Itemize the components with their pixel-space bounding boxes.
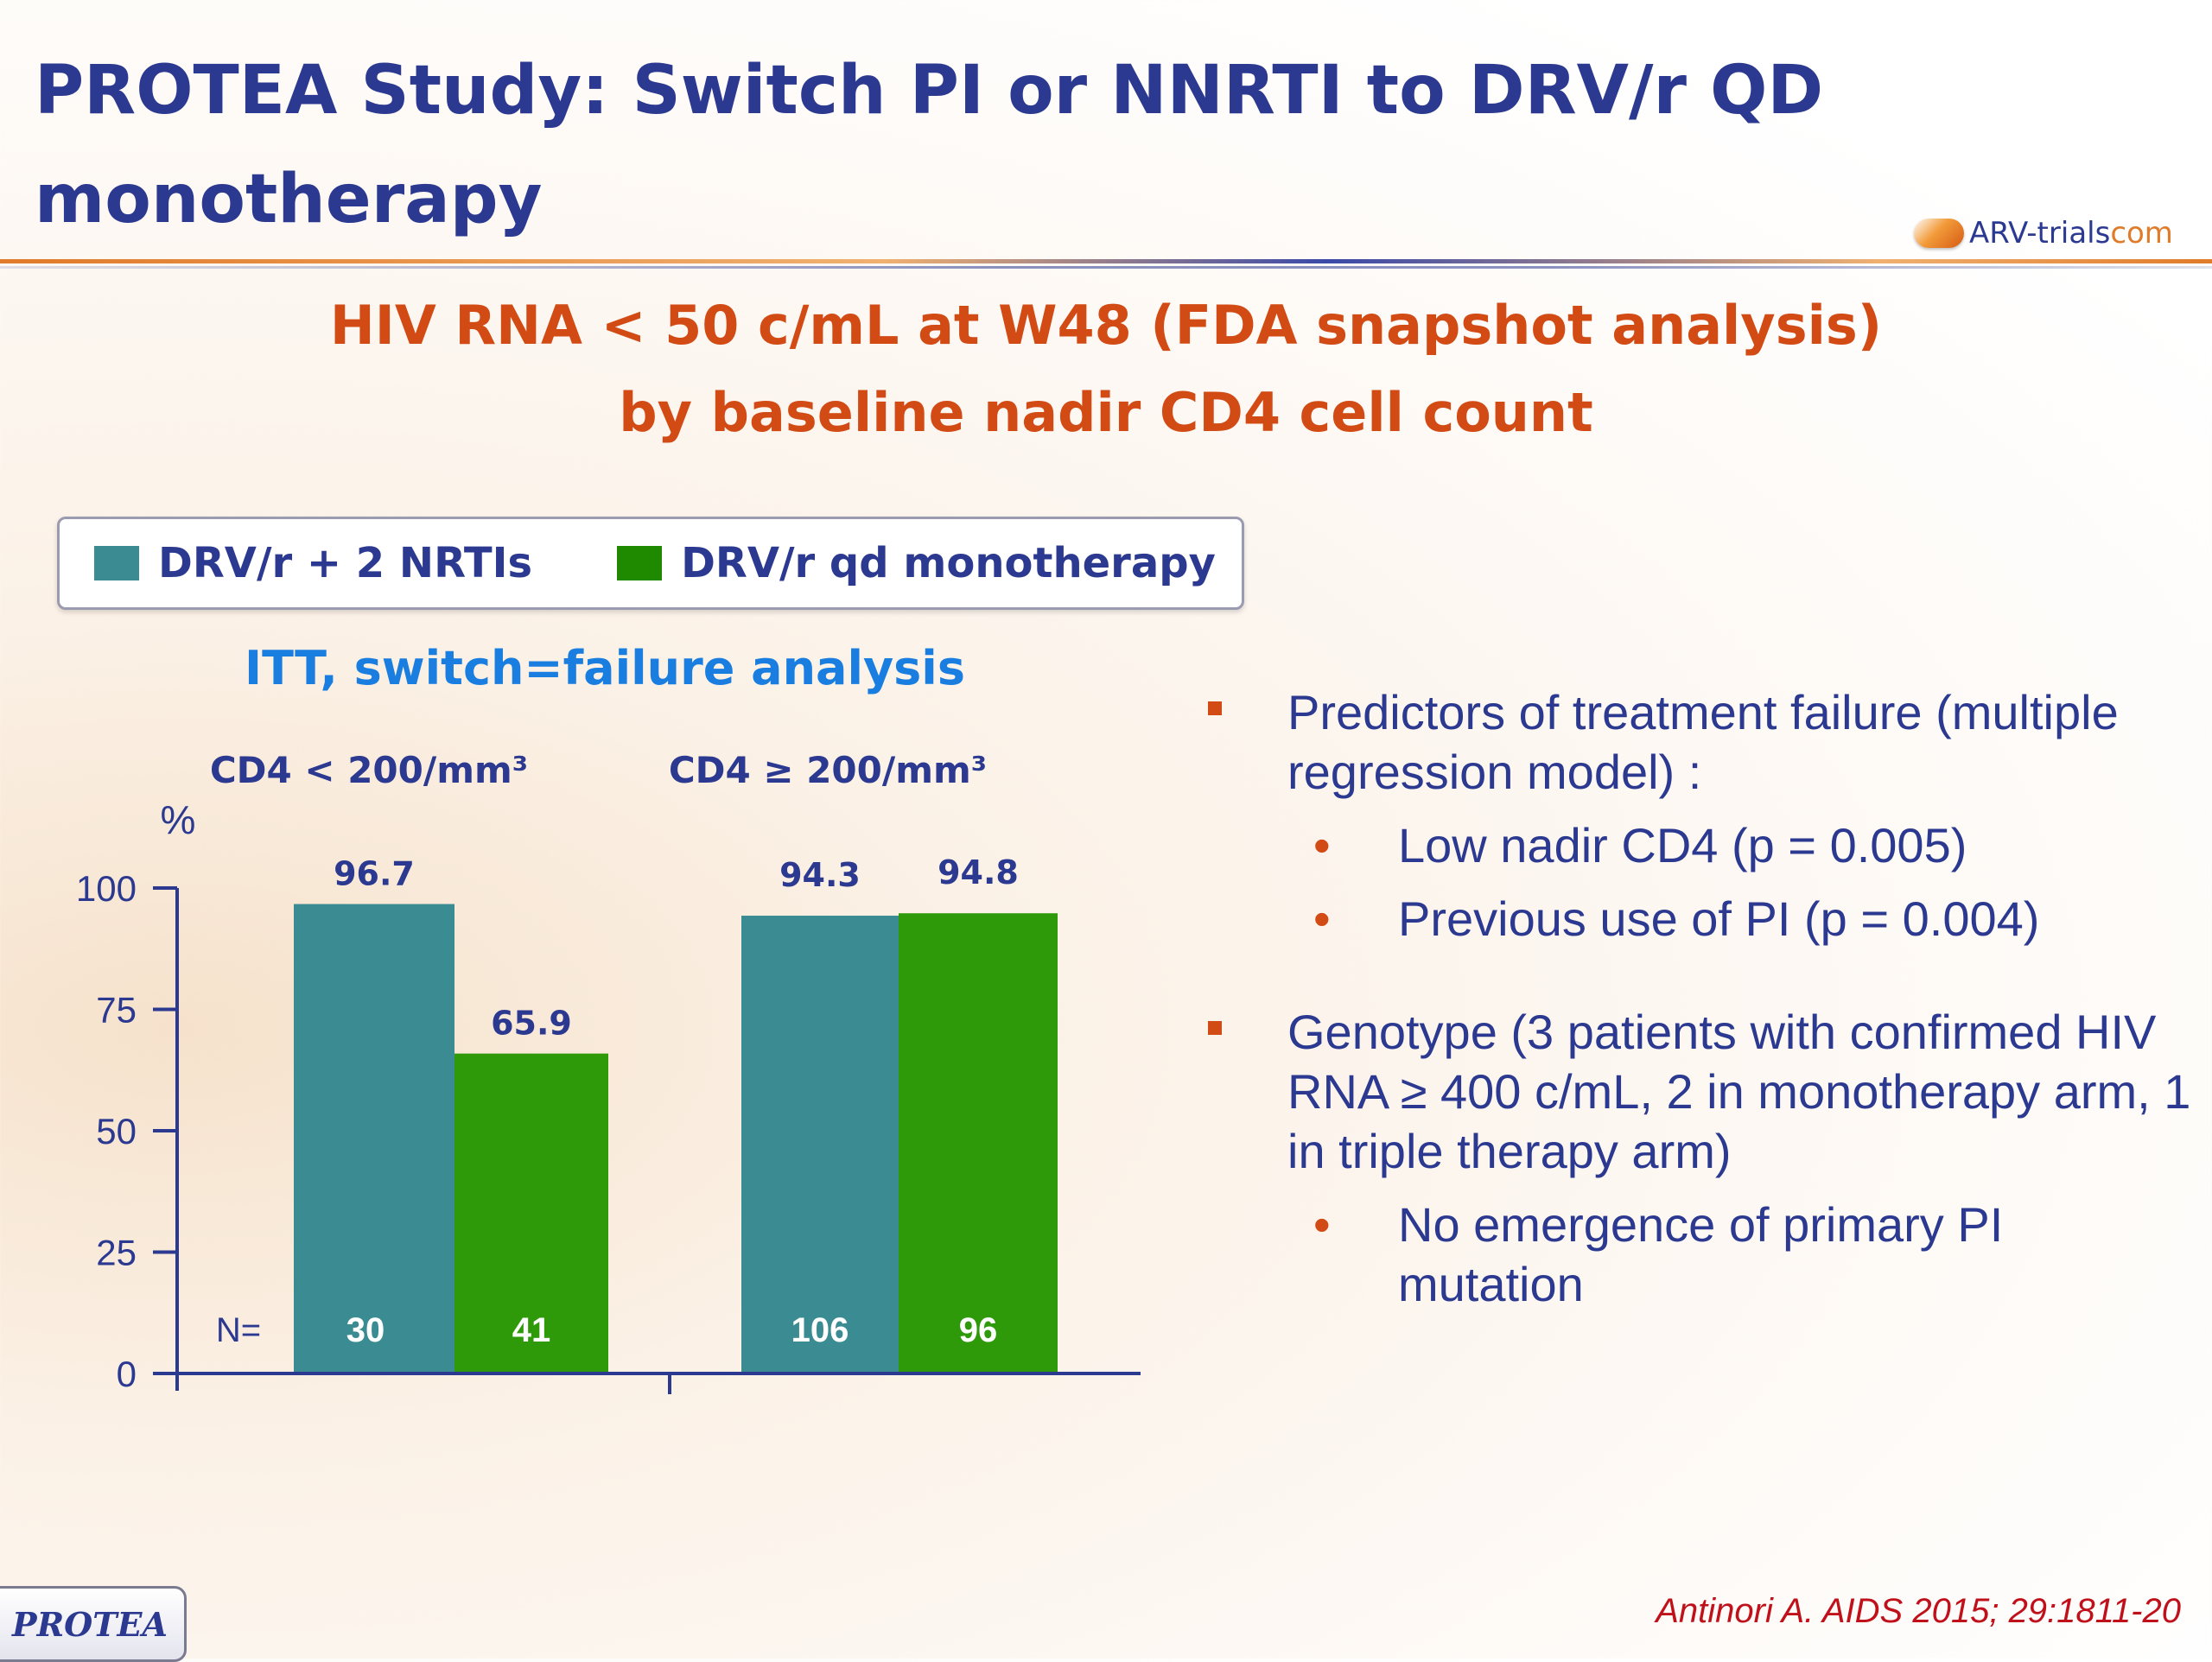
chart-title: ITT, switch=failure analysis: [245, 641, 965, 695]
study-badge: PROTEA: [0, 1586, 187, 1662]
bar-drv-nrtis-group-2: [741, 916, 899, 1373]
subtitle-line-1: HIV RNA < 50 c/mL at W48 (FDA snapshot a…: [329, 294, 1883, 357]
bar-n-label: 106: [791, 1311, 849, 1349]
chart-legend: DRV/r + 2 NRTIs DRV/r qd monotherapy: [57, 517, 1244, 610]
bar-value-label: 96.7: [334, 855, 415, 893]
bullet-square-icon: [1208, 701, 1222, 715]
bar-n-label: 96: [959, 1311, 998, 1349]
sub-bullet-nadir-cd4: • Low nadir CD4 (p = 0.005): [1201, 815, 2195, 875]
bar-n-label: 30: [346, 1311, 385, 1349]
legend-swatch-green: [617, 546, 663, 580]
y-axis-label: %: [161, 797, 196, 842]
citation: Antinori A. AIDS 2015; 29:1811-20: [1656, 1592, 2181, 1630]
sub-bullet-previous-pi: • Previous use of PI (p = 0.004): [1201, 889, 2195, 948]
logo-text: ARV-trialscom: [1969, 216, 2173, 251]
bar-drv-mono-group-1: [454, 1053, 608, 1373]
bullet-square-icon: [1208, 1021, 1222, 1035]
title-divider: [0, 259, 2212, 263]
bullet-predictors: Predictors of treatment failure (multipl…: [1201, 682, 2195, 802]
category-label-cd4-low: CD4 < 200/mm³: [210, 749, 528, 791]
pill-icon: [1914, 219, 1964, 248]
bar-chart: ITT, switch=failure analysis % CD4 < 200…: [76, 641, 1141, 1394]
bar-drv-mono-group-2: [899, 913, 1058, 1373]
arv-trials-logo: ARV-trialscom: [1914, 216, 2173, 251]
bar-value-label: 94.8: [938, 853, 1019, 891]
legend-label-series-1: DRV/r + 2 NRTIs: [158, 539, 533, 587]
legend-item-series-2: DRV/r qd monotherapy: [617, 539, 1216, 587]
y-tick-label: 0: [117, 1354, 137, 1394]
bullet-dot-icon: •: [1313, 1197, 1331, 1252]
bar-value-label: 94.3: [779, 856, 861, 894]
legend-item-series-1: DRV/r + 2 NRTIs: [94, 539, 532, 587]
findings-list: Predictors of treatment failure (multipl…: [1201, 682, 2195, 1314]
y-tick-label: 25: [96, 1233, 137, 1273]
bar-value-label: 65.9: [491, 1005, 572, 1043]
n-label: N=: [216, 1311, 261, 1349]
subtitle-line-2: by baseline nadir CD4 cell count: [619, 381, 1593, 444]
legend-label-series-2: DRV/r qd monotherapy: [681, 539, 1216, 587]
category-label-cd4-high: CD4 ≥ 200/mm³: [669, 749, 987, 791]
bullet-dot-icon: •: [1313, 891, 1331, 946]
bullet-genotype: Genotype (3 patients with confirmed HIV …: [1201, 1002, 2195, 1181]
bar-n-label: 41: [512, 1311, 551, 1349]
y-axis: 0 25 50 75 100: [76, 868, 179, 1394]
y-tick-label: 100: [76, 868, 137, 909]
bar-drv-nrtis-group-1: [294, 904, 454, 1373]
sub-bullet-no-emergence: • No emergence of primary PI mutation: [1201, 1195, 2195, 1314]
slide-title: PROTEA Study: Switch PI or NNRTI to DRV/…: [35, 52, 1824, 238]
y-tick-label: 75: [96, 990, 137, 1031]
title-divider-secondary: [0, 266, 2212, 269]
bullet-dot-icon: •: [1313, 818, 1331, 872]
y-tick-label: 50: [96, 1111, 137, 1151]
bars-group: 96.7 30 65.9 41 94.3 106 94.8 96: [294, 853, 1058, 1373]
legend-swatch-teal: [94, 546, 139, 580]
